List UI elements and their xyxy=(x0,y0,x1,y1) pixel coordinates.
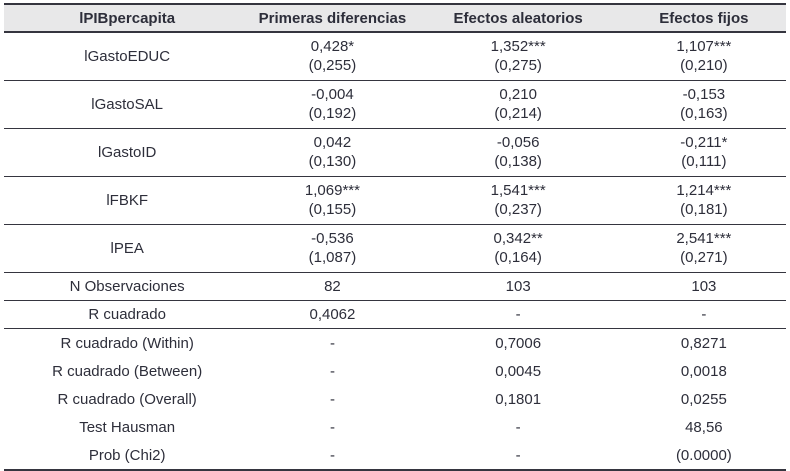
statistic-value: 103 xyxy=(505,278,531,295)
coefficient-value: 0,428* xyxy=(310,38,355,55)
coefficient-cell: -0,153 (0,163) xyxy=(622,85,786,123)
standard-error-value: (0,181) xyxy=(680,201,728,218)
table-row: lGastoSAL -0,004 (0,192) 0,210 (0,214) -… xyxy=(4,81,786,129)
row-label: lPEA xyxy=(110,239,144,257)
statistic-value: - xyxy=(329,390,335,408)
standard-error-value: (0,255) xyxy=(308,57,357,74)
standard-error-value: (0,192) xyxy=(308,105,357,122)
row-label: Prob (Chi2) xyxy=(88,446,166,464)
coefficient-cell: 0,428* (0,255) xyxy=(250,37,414,75)
row-label: R cuadrado xyxy=(88,306,166,323)
standard-error-value: (0,163) xyxy=(680,105,728,122)
row-label: R cuadrado (Overall) xyxy=(57,390,197,408)
coefficient-cell: -0,004 (0,192) xyxy=(250,85,414,123)
statistic-value: 0,0018 xyxy=(680,362,727,380)
coefficient-cell: 1,541*** (0,237) xyxy=(415,181,622,219)
table-row: Test Hausman - - 48,56 xyxy=(4,413,786,441)
column-header-efectos-fijos: Efectos fijos xyxy=(659,9,749,27)
table-row: R cuadrado (Between) - 0,0045 0,0018 xyxy=(4,357,786,385)
coefficient-cell: 1,107*** (0,210) xyxy=(622,37,786,75)
statistic-value: - xyxy=(515,446,521,464)
coefficient-cell: 1,214*** (0,181) xyxy=(622,181,786,219)
statistic-value: - xyxy=(329,418,335,436)
coefficient-cell: 0,342** (0,164) xyxy=(415,229,622,267)
standard-error-value: (0,130) xyxy=(308,153,357,170)
coefficient-cell: 0,042 (0,130) xyxy=(250,133,414,171)
table-row: R cuadrado 0,4062 - - xyxy=(4,301,786,329)
coefficient-cell: -0,536 (1,087) xyxy=(250,229,414,267)
table-row: lGastoID 0,042 (0,130) -0,056 (0,138) -0… xyxy=(4,129,786,177)
column-header-primeras-diferencias: Primeras diferencias xyxy=(258,9,407,27)
coefficient-value: 1,069*** xyxy=(304,182,360,199)
column-header-efectos-aleatorios: Efectos aleatorios xyxy=(453,9,583,27)
coefficient-cell: 1,352*** (0,275) xyxy=(415,37,622,75)
statistic-value: 48,56 xyxy=(685,418,723,436)
coefficient-value: 1,107*** xyxy=(676,38,732,55)
coefficient-value: -0,056 xyxy=(496,134,540,151)
row-label: lGastoID xyxy=(97,143,157,161)
standard-error-value: (0,138) xyxy=(494,153,542,170)
table-row: lPEA -0,536 (1,087) 0,342** (0,164) 2,54… xyxy=(4,225,786,273)
row-label: Test Hausman xyxy=(79,418,176,436)
table-row: Prob (Chi2) - - (0.0000) xyxy=(4,441,786,469)
standard-error-value: (0,275) xyxy=(494,57,542,74)
standard-error-value: (0,155) xyxy=(308,201,357,218)
row-label: lFBKF xyxy=(106,191,148,209)
coefficient-value: -0,211* xyxy=(680,134,728,151)
table-row: R cuadrado (Within) - 0,7006 0,8271 xyxy=(4,329,786,357)
statistic-value: - xyxy=(701,306,707,323)
coefficient-value: -0,536 xyxy=(311,230,354,247)
statistic-value: (0.0000) xyxy=(675,446,732,464)
statistic-value: - xyxy=(329,446,335,464)
column-header-dependent-variable: lPIBpercapita xyxy=(79,9,176,27)
table-header-row: lPIBpercapita Primeras diferencias Efect… xyxy=(4,5,786,33)
statistic-value: 0,4062 xyxy=(309,306,356,323)
statistic-value: 0,0255 xyxy=(680,390,727,408)
coefficient-rows: lGastoEDUC 0,428* (0,255) 1,352*** (0,27… xyxy=(4,33,786,273)
standard-error-value: (0,164) xyxy=(494,249,542,266)
standard-error-value: (0,210) xyxy=(680,57,728,74)
coefficient-cell: 2,541*** (0,271) xyxy=(622,229,786,267)
statistic-rows: N Observaciones 82 103 103 R cuadrado 0,… xyxy=(4,273,786,469)
row-label: R cuadrado (Between) xyxy=(52,362,203,380)
standard-error-value: (1,087) xyxy=(308,249,357,266)
coefficient-cell: 1,069*** (0,155) xyxy=(250,181,414,219)
coefficient-cell: -0,056 (0,138) xyxy=(415,133,622,171)
standard-error-value: (0,111) xyxy=(681,153,727,170)
statistic-value: 0,1801 xyxy=(495,390,542,408)
statistic-value: - xyxy=(329,334,335,352)
table-row: N Observaciones 82 103 103 xyxy=(4,273,786,301)
coefficient-value: 0,042 xyxy=(313,134,352,151)
statistic-value: - xyxy=(329,362,335,380)
table-row: R cuadrado (Overall) - 0,1801 0,0255 xyxy=(4,385,786,413)
coefficient-cell: 0,210 (0,214) xyxy=(415,85,622,123)
coefficient-value: 2,541*** xyxy=(676,230,732,247)
row-label: lGastoSAL xyxy=(91,95,164,113)
statistic-value: - xyxy=(515,306,521,323)
statistic-value: 0,8271 xyxy=(680,334,727,352)
coefficient-value: -0,004 xyxy=(311,86,354,103)
standard-error-value: (0,237) xyxy=(494,201,542,218)
row-label: N Observaciones xyxy=(69,278,185,295)
row-label: R cuadrado (Within) xyxy=(60,334,194,352)
statistic-value: 0,0045 xyxy=(495,362,542,380)
coefficient-value: 0,210 xyxy=(499,86,537,103)
regression-results-table: lPIBpercapita Primeras diferencias Efect… xyxy=(4,3,786,471)
table-row: lFBKF 1,069*** (0,155) 1,541*** (0,237) … xyxy=(4,177,786,225)
standard-error-value: (0,271) xyxy=(680,249,728,266)
statistic-value: 82 xyxy=(324,278,341,295)
statistic-value: 103 xyxy=(691,278,717,295)
coefficient-value: -0,153 xyxy=(682,86,726,103)
statistic-value: 0,7006 xyxy=(495,334,542,352)
row-label: lGastoEDUC xyxy=(84,47,171,65)
coefficient-value: 1,214*** xyxy=(676,182,732,199)
coefficient-value: 1,541*** xyxy=(490,182,546,199)
standard-error-value: (0,214) xyxy=(494,105,542,122)
table-row: lGastoEDUC 0,428* (0,255) 1,352*** (0,27… xyxy=(4,33,786,81)
coefficient-value: 0,342** xyxy=(493,230,543,247)
coefficient-cell: -0,211* (0,111) xyxy=(622,133,786,171)
statistic-value: - xyxy=(515,418,521,436)
coefficient-value: 1,352*** xyxy=(490,38,546,55)
